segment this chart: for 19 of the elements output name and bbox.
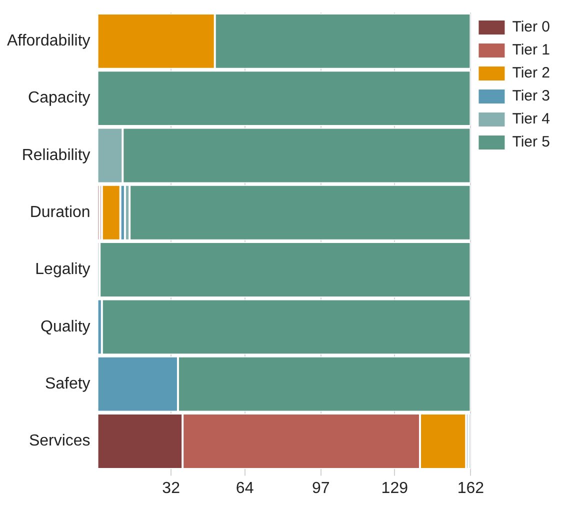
x-tick-label: 162 [457, 480, 484, 497]
x-tick-label: 64 [236, 480, 254, 497]
y-tick-label: Capacity [28, 90, 90, 107]
legend-label: Tier 4 [512, 110, 550, 128]
x-tick-label: 32 [162, 480, 180, 497]
x-tick-label: 129 [381, 480, 408, 497]
legend-label: Tier 1 [512, 42, 550, 59]
legend-label: Tier 2 [512, 64, 550, 82]
legend-label: Tier 0 [512, 18, 550, 36]
y-tick-label: Services [28, 432, 90, 450]
x-tick-label: 97 [312, 480, 330, 497]
y-tick-label: Affordability [6, 32, 90, 50]
y-tick-label: Legality [35, 261, 90, 278]
y-tick-label: Safety [44, 375, 90, 392]
y-tick-label: Reliability [22, 146, 90, 164]
y-tick-label: Quality [40, 318, 90, 336]
y-tick-label: Duration [30, 204, 90, 222]
legend-label: Tier 3 [512, 88, 550, 105]
legend-label: Tier 5 [512, 134, 550, 151]
